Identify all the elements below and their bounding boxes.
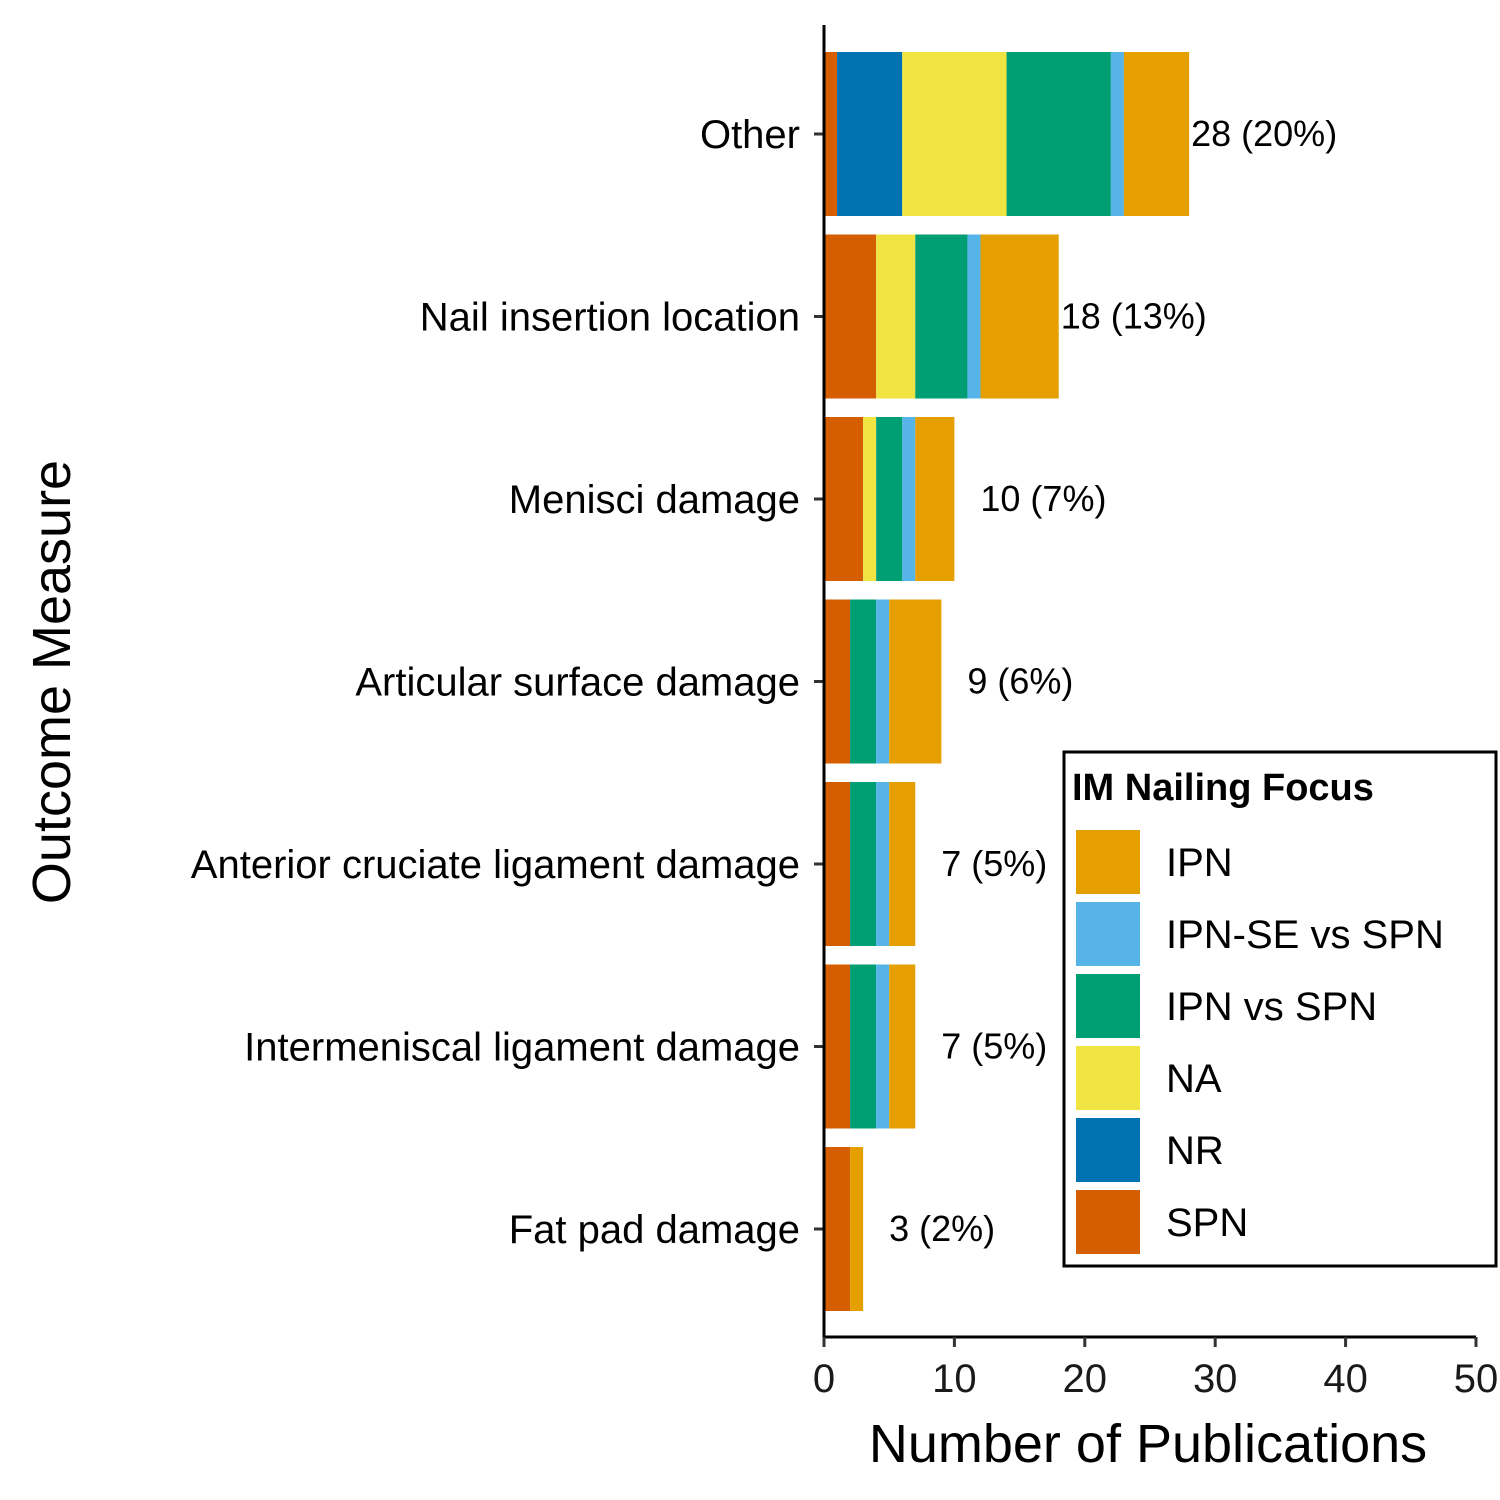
bar-ipn-nail-insertion-location bbox=[980, 234, 1059, 399]
x-axis-title: Number of Publications bbox=[869, 1414, 1427, 1474]
x-tick-label-50: 50 bbox=[1454, 1357, 1499, 1401]
data-label-fat-pad-damage: 3 (2%) bbox=[889, 1208, 995, 1249]
x-tick-label-40: 40 bbox=[1323, 1357, 1368, 1401]
bar-ipn-se-vs-spn-menisci-damage bbox=[902, 417, 916, 581]
data-label-other: 28 (20%) bbox=[1191, 113, 1337, 154]
legend: IM Nailing Focus IPN IPN-SE vs SPN IPN vs … bbox=[1062, 750, 1498, 1268]
data-labels-layer: 28 (20%) Other 18 (13%) Nail insertion loca… bbox=[191, 113, 1337, 1252]
bar-ipn-vs-spn-articular-surface-damage bbox=[850, 599, 877, 764]
bar-ipn-menisci-damage bbox=[915, 417, 955, 581]
category-label-intermeniscal-ligament-damage: Intermeniscal ligament damage bbox=[244, 1026, 800, 1070]
category-label-nail-insertion-location: Nail insertion location bbox=[420, 296, 800, 340]
legend-swatch-ipn-vs-spn bbox=[1076, 974, 1140, 1038]
x-tick-label-30: 30 bbox=[1193, 1357, 1238, 1401]
legend-swatch-nr bbox=[1076, 1118, 1140, 1182]
legend-label-ipn-se-vs-spn: IPN-SE vs SPN bbox=[1166, 913, 1444, 957]
x-tick-label-0: 0 bbox=[813, 1357, 835, 1401]
legend-label-spn: SPN bbox=[1166, 1201, 1248, 1245]
data-label-intermeniscal-ligament-damage: 7 (5%) bbox=[941, 1026, 1047, 1067]
bar-spn-fat-pad-damage bbox=[824, 1147, 851, 1311]
category-label-other: Other bbox=[700, 113, 800, 157]
bar-ipn-fat-pad-damage bbox=[850, 1147, 864, 1311]
bar-ipn-articular-surface-damage bbox=[889, 599, 942, 764]
legend-label-ipn: IPN bbox=[1166, 841, 1233, 885]
legend-swatch-na bbox=[1076, 1046, 1140, 1110]
bar-spn-menisci-damage bbox=[824, 417, 864, 581]
y-axis-title: Outcome Measure bbox=[22, 460, 82, 904]
bar-ipn-vs-spn-anterior-cruciate-ligament-damage bbox=[850, 782, 877, 946]
category-label-fat-pad-damage: Fat pad damage bbox=[509, 1208, 800, 1252]
bar-na-menisci-damage bbox=[863, 417, 877, 581]
bar-ipn-se-vs-spn-intermeniscal-ligament-damage bbox=[876, 964, 890, 1129]
bar-ipn-se-vs-spn-other bbox=[1110, 52, 1124, 216]
bar-ipn-vs-spn-nail-insertion-location bbox=[915, 234, 968, 399]
category-label-articular-surface-damage: Articular surface damage bbox=[355, 661, 800, 705]
bar-ipn-se-vs-spn-anterior-cruciate-ligament-damage bbox=[876, 782, 890, 946]
bars-layer bbox=[824, 52, 1190, 1311]
bar-na-nail-insertion-location bbox=[876, 234, 916, 399]
legend-label-ipn-vs-spn: IPN vs SPN bbox=[1166, 985, 1377, 1029]
legend-swatch-ipn bbox=[1076, 830, 1140, 894]
data-label-anterior-cruciate-ligament-damage: 7 (5%) bbox=[941, 843, 1047, 884]
bar-ipn-vs-spn-intermeniscal-ligament-damage bbox=[850, 964, 877, 1129]
bar-ipn-se-vs-spn-articular-surface-damage bbox=[876, 599, 890, 764]
legend-title: IM Nailing Focus bbox=[1072, 767, 1374, 809]
legend-label-nr: NR bbox=[1166, 1129, 1224, 1173]
bar-spn-other bbox=[824, 52, 838, 216]
data-label-menisci-damage: 10 (7%) bbox=[980, 478, 1106, 519]
data-label-nail-insertion-location: 18 (13%) bbox=[1061, 296, 1207, 337]
bar-ipn-anterior-cruciate-ligament-damage bbox=[889, 782, 916, 946]
category-label-menisci-damage: Menisci damage bbox=[509, 478, 800, 522]
bar-spn-anterior-cruciate-ligament-damage bbox=[824, 782, 851, 946]
bar-ipn-intermeniscal-ligament-damage bbox=[889, 964, 916, 1129]
bar-spn-nail-insertion-location bbox=[824, 234, 877, 399]
category-label-anterior-cruciate-ligament-damage: Anterior cruciate ligament damage bbox=[191, 843, 800, 887]
bar-ipn-vs-spn-menisci-damage bbox=[876, 417, 903, 581]
bar-ipn-vs-spn-other bbox=[1006, 52, 1111, 216]
bar-spn-articular-surface-damage bbox=[824, 599, 851, 764]
x-tick-label-10: 10 bbox=[932, 1357, 977, 1401]
bar-spn-intermeniscal-ligament-damage bbox=[824, 964, 851, 1129]
legend-label-na: NA bbox=[1166, 1057, 1222, 1101]
axes-layer: 0 10 20 30 40 50 bbox=[813, 25, 1498, 1401]
data-label-articular-surface-damage: 9 (6%) bbox=[967, 661, 1073, 702]
bar-ipn-se-vs-spn-nail-insertion-location bbox=[967, 234, 981, 399]
bar-ipn-other bbox=[1123, 52, 1190, 216]
x-tick-label-20: 20 bbox=[1063, 1357, 1108, 1401]
legend-swatch-spn bbox=[1076, 1190, 1140, 1254]
legend-swatch-ipn-se-vs-spn bbox=[1076, 902, 1140, 966]
bar-na-other bbox=[902, 52, 1007, 216]
bar-nr-other bbox=[837, 52, 903, 216]
